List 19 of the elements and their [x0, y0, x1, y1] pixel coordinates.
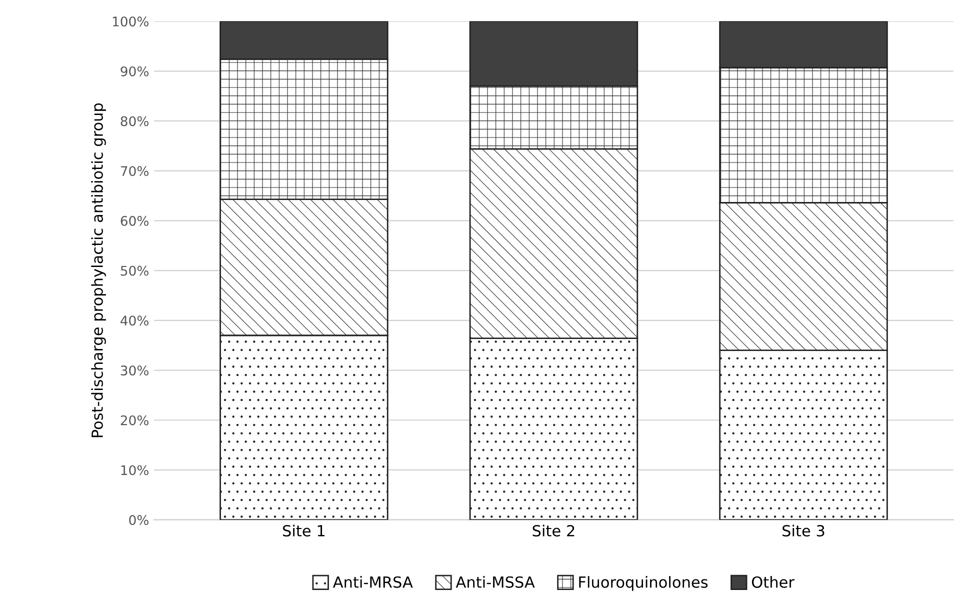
y-tick-label: 20%: [120, 415, 148, 426]
x-tick-label: Site 3: [782, 524, 824, 537]
y-tick-label: 10%: [121, 465, 148, 476]
y-tick-label: 100%: [112, 16, 148, 26]
x-tick-label: Site 2: [532, 524, 574, 537]
x-tick-label: Site 1: [283, 524, 324, 537]
legend-label: Fluoroquinolones: [579, 576, 708, 591]
y-tick-label: 0%: [129, 515, 148, 526]
y-axis-title: Post-discharge prophylactic antibiotic group: [91, 103, 106, 438]
y-tick-label: 30%: [120, 365, 148, 376]
y-tick-label: 60%: [120, 216, 148, 226]
y-tick-label: 50%: [120, 266, 148, 276]
y-tick-label: 80%: [120, 116, 148, 126]
y-tick-label: 90%: [120, 66, 148, 76]
y-tick-label: 70%: [120, 166, 148, 176]
y-tick-label: 40%: [120, 316, 148, 326]
legend-label: Anti-MRSA: [332, 576, 413, 588]
legend-label: Other: [752, 576, 794, 588]
legend-label: Anti-MSSA: [456, 576, 535, 588]
